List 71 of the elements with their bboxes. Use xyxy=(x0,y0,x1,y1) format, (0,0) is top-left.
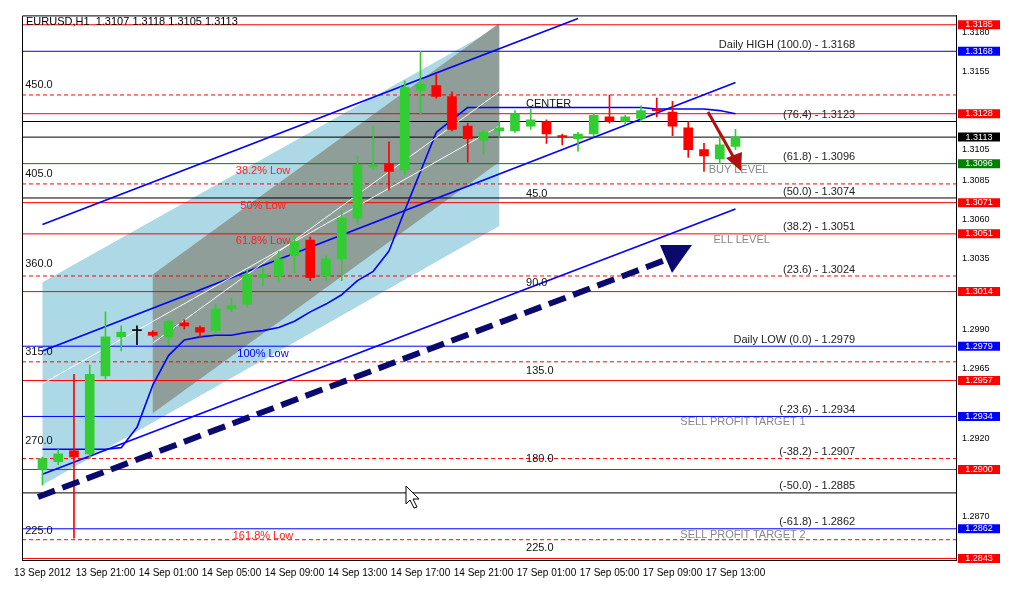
annotation: 315.0 xyxy=(25,344,53,357)
y-tick-label: 1.3155 xyxy=(962,66,990,77)
annotation: (-61.8) - 1.2862 xyxy=(779,515,856,528)
annotation: 45.0 xyxy=(526,186,548,199)
annotation: 405.0 xyxy=(25,166,53,179)
y-tick-label: 1.3035 xyxy=(962,253,990,264)
annotation: (50.0) - 1.3074 xyxy=(783,184,856,197)
annotation: (-50.0) - 1.2885 xyxy=(779,479,856,492)
ref-line-label: 1.3051 xyxy=(965,228,993,239)
annotation: (23.6) - 1.3024 xyxy=(783,262,856,275)
annotation: 100% Low xyxy=(237,347,289,360)
ref-line-label: 1.3113 xyxy=(965,131,993,142)
y-tick-label: 1.2990 xyxy=(962,323,990,334)
ref-line-label: 1.2934 xyxy=(965,410,993,421)
ref-line-label: 1.3071 xyxy=(965,197,993,208)
x-tick-label: 13 Sep 2012 xyxy=(14,566,72,578)
annotation: 225.0 xyxy=(526,540,554,553)
ref-line-label: 1.3096 xyxy=(965,158,993,169)
ref-line-label: 1.3168 xyxy=(965,45,993,56)
chart-title: EURUSD,H1 1.3107 1.3118 1.3105 1.3113 xyxy=(26,14,238,27)
candlestick xyxy=(368,125,379,171)
y-tick-label: 1.3085 xyxy=(962,175,990,186)
x-tick-label: 17 Sep 01:00 xyxy=(516,566,577,578)
annotation: (38.2) - 1.3051 xyxy=(783,220,856,233)
annotation: SELL PROFIT TARGET 2 xyxy=(680,527,806,540)
ref-line-label: 1.3014 xyxy=(965,286,993,297)
annotation: Daily HIGH (100.0) - 1.3168 xyxy=(718,37,856,50)
ref-line-label: 1.2843 xyxy=(965,552,993,563)
x-tick-label: 17 Sep 09:00 xyxy=(642,566,703,578)
y-tick-label: 1.2965 xyxy=(962,362,990,373)
ref-line-label: 1.3185 xyxy=(965,19,993,30)
annotation: 450.0 xyxy=(25,78,53,91)
annotation: 135.0 xyxy=(526,363,554,376)
annotation: (-23.6) - 1.2934 xyxy=(779,402,856,415)
x-tick-label: 14 Sep 17:00 xyxy=(390,566,451,578)
x-tick-label: 14 Sep 21:00 xyxy=(453,566,514,578)
annotation: 180.0 xyxy=(526,452,554,465)
ref-line-label: 1.2900 xyxy=(965,463,993,474)
x-tick-label: 14 Sep 09:00 xyxy=(264,566,325,578)
annotation: 360.0 xyxy=(25,256,53,269)
x-tick-label: 14 Sep 01:00 xyxy=(138,566,199,578)
ref-line-label: 1.2957 xyxy=(965,375,993,386)
annotation: SELL PROFIT TARGET 1 xyxy=(680,414,806,427)
y-tick-label: 1.2920 xyxy=(962,432,990,443)
x-tick-label: 17 Sep 05:00 xyxy=(579,566,640,578)
annotation: CENTER xyxy=(526,96,572,109)
candlestick xyxy=(132,325,142,345)
annotation: (-38.2) - 1.2907 xyxy=(779,445,856,458)
y-tick-label: 1.3180 xyxy=(962,27,990,38)
annotation: Daily LOW (0.0) - 1.2979 xyxy=(733,332,856,345)
annotation: 61.8% Low xyxy=(235,233,291,246)
x-tick-label: 14 Sep 13:00 xyxy=(327,566,388,578)
ref-line-label: 1.2979 xyxy=(965,340,993,351)
x-tick-label: 13 Sep 21:00 xyxy=(75,566,136,578)
annotation: 270.0 xyxy=(25,434,53,447)
annotation: 161.8% Low xyxy=(232,529,294,542)
y-tick-label: 1.3060 xyxy=(962,214,990,225)
annotation: ELL LEVEL xyxy=(713,232,770,245)
candlestick xyxy=(557,133,568,146)
ref-line-label: 1.2862 xyxy=(965,523,993,534)
candlestick xyxy=(699,143,709,172)
y-tick-label: 1.3105 xyxy=(962,144,990,155)
ref-line-label: 1.3128 xyxy=(965,108,993,119)
candlestick xyxy=(258,266,268,286)
annotation: (61.8) - 1.3096 xyxy=(783,150,856,163)
y-tick-label: 1.2870 xyxy=(962,510,990,521)
x-tick-label: 17 Sep 13:00 xyxy=(705,566,766,578)
annotation: 38.2% Low xyxy=(235,164,291,177)
candlestick xyxy=(116,325,127,352)
x-tick-label: 14 Sep 05:00 xyxy=(201,566,262,578)
annotation: BUY LEVEL xyxy=(708,163,769,176)
